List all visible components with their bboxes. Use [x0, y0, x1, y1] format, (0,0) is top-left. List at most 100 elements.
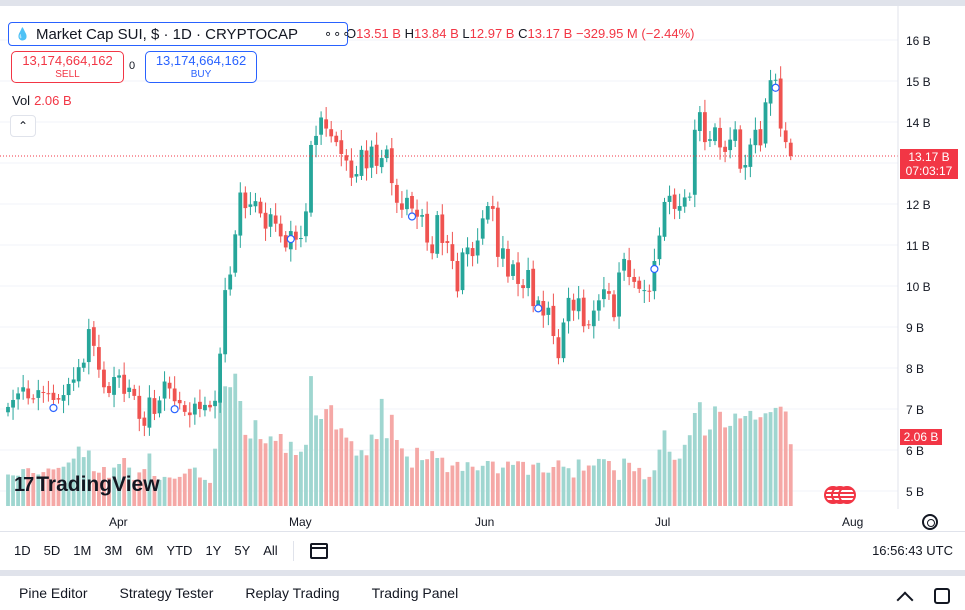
candle [586, 320, 591, 330]
range-1d[interactable]: 1D [14, 543, 31, 558]
candle-body [713, 127, 717, 142]
candle-body [647, 290, 652, 292]
volume-bar [788, 444, 793, 506]
candle [632, 268, 637, 289]
candle-body [268, 214, 273, 227]
range-1y[interactable]: 1Y [205, 543, 222, 558]
range-all[interactable]: All [263, 543, 278, 558]
candle [66, 377, 71, 406]
volume-bar [304, 444, 308, 506]
candle-body [511, 264, 515, 276]
chart-settings-icon[interactable] [922, 514, 938, 530]
volume-bar [602, 459, 606, 506]
utc-clock[interactable]: 16:56:43 UTC [872, 543, 953, 558]
tab-pine-editor[interactable]: Pine Editor [19, 585, 88, 601]
candle [324, 107, 329, 137]
candle [617, 262, 621, 329]
candle [71, 367, 76, 391]
candle [723, 140, 727, 163]
ellipsis-icon[interactable]: ∘∘∘ [323, 26, 352, 41]
candle-body [283, 235, 288, 248]
volume-bar [339, 428, 344, 506]
maximize-icon[interactable] [934, 588, 950, 604]
event-marker-icon [650, 264, 659, 274]
range-5d[interactable]: 5D [43, 543, 61, 558]
range-3m[interactable]: 3M [104, 543, 123, 558]
volume-bar [46, 468, 51, 506]
event-marker-icon [286, 234, 295, 244]
volume-bar [571, 477, 576, 506]
candle-body [349, 160, 354, 178]
candle [425, 201, 430, 251]
volume-bar [107, 477, 111, 506]
range-5y[interactable]: 5Y [234, 543, 251, 558]
candle-body [415, 209, 419, 217]
us-flag-events-icon[interactable] [824, 486, 864, 506]
volume-bar [657, 449, 662, 506]
tab-replay-trading[interactable]: Replay Trading [245, 585, 340, 601]
tab-trading-panel[interactable]: Trading Panel [371, 585, 459, 601]
volume-bar [203, 479, 207, 506]
candle-body [743, 165, 748, 168]
candle [293, 225, 298, 250]
chevron-up-icon[interactable] [896, 591, 914, 609]
volume-bar [248, 438, 253, 506]
price-chart[interactable] [0, 6, 965, 536]
candle [359, 145, 364, 181]
volume-bar [349, 441, 354, 506]
event-marker-icon [170, 405, 179, 414]
candle [627, 247, 632, 286]
volume-bar [6, 474, 10, 506]
candle-body [152, 398, 157, 414]
volume-bars [6, 373, 793, 506]
range-1m[interactable]: 1M [73, 543, 92, 558]
candle-body [379, 158, 384, 168]
candle [319, 111, 323, 145]
volume-bar [733, 413, 738, 506]
volume-bar [682, 444, 687, 506]
candle-body [198, 401, 202, 409]
sell-button[interactable]: 13,174,664,162 SELL [11, 51, 124, 83]
candle-body [6, 406, 10, 413]
buy-button[interactable]: 13,174,664,162 BUY [145, 51, 257, 83]
watermark-text: TradingView [36, 473, 160, 496]
open-value: 13.51 B [356, 26, 401, 41]
candle [591, 300, 596, 339]
chart-pane[interactable]: 💧 Market Cap SUI, $ · 1D · CRYPTOCAP ∘∘∘… [0, 0, 965, 530]
volume-bar [490, 461, 495, 506]
volume-bar [723, 427, 727, 506]
volume-bar [243, 434, 248, 506]
candle-body [26, 388, 31, 399]
volume-bar [324, 409, 329, 506]
price-axis-label: 7 B [906, 403, 925, 417]
event-marker-icon [407, 212, 417, 221]
candle-body [91, 327, 96, 346]
candle-body [480, 218, 485, 239]
candle [753, 117, 758, 154]
candle-body [142, 417, 147, 426]
candle-body [238, 192, 243, 236]
event-marker-icon [534, 304, 543, 313]
candle [36, 379, 41, 411]
calendar-icon[interactable] [309, 542, 328, 559]
volume-bar [546, 472, 551, 506]
close-value: 13.17 B [527, 26, 573, 41]
candle-body [561, 322, 566, 359]
tradingview-watermark[interactable]: 17 TradingView [14, 473, 160, 497]
candle [511, 260, 515, 281]
volume-bar [596, 458, 601, 506]
candle [132, 384, 137, 400]
candle [748, 138, 753, 178]
range-ytd[interactable]: YTD [166, 543, 193, 558]
volume-bar [612, 470, 616, 506]
candle-body [127, 387, 132, 392]
symbol-search[interactable]: 💧 Market Cap SUI, $ · 1D · CRYPTOCAP ∘∘∘ [8, 22, 352, 46]
candle [253, 192, 258, 213]
collapse-legend-button[interactable]: ⌃ [10, 115, 36, 137]
candle [299, 225, 303, 248]
candle [157, 396, 162, 418]
range-6m[interactable]: 6M [135, 543, 154, 558]
candle-body [566, 297, 571, 322]
candle [198, 389, 202, 418]
tab-strategy-tester[interactable]: Strategy Tester [119, 585, 214, 601]
